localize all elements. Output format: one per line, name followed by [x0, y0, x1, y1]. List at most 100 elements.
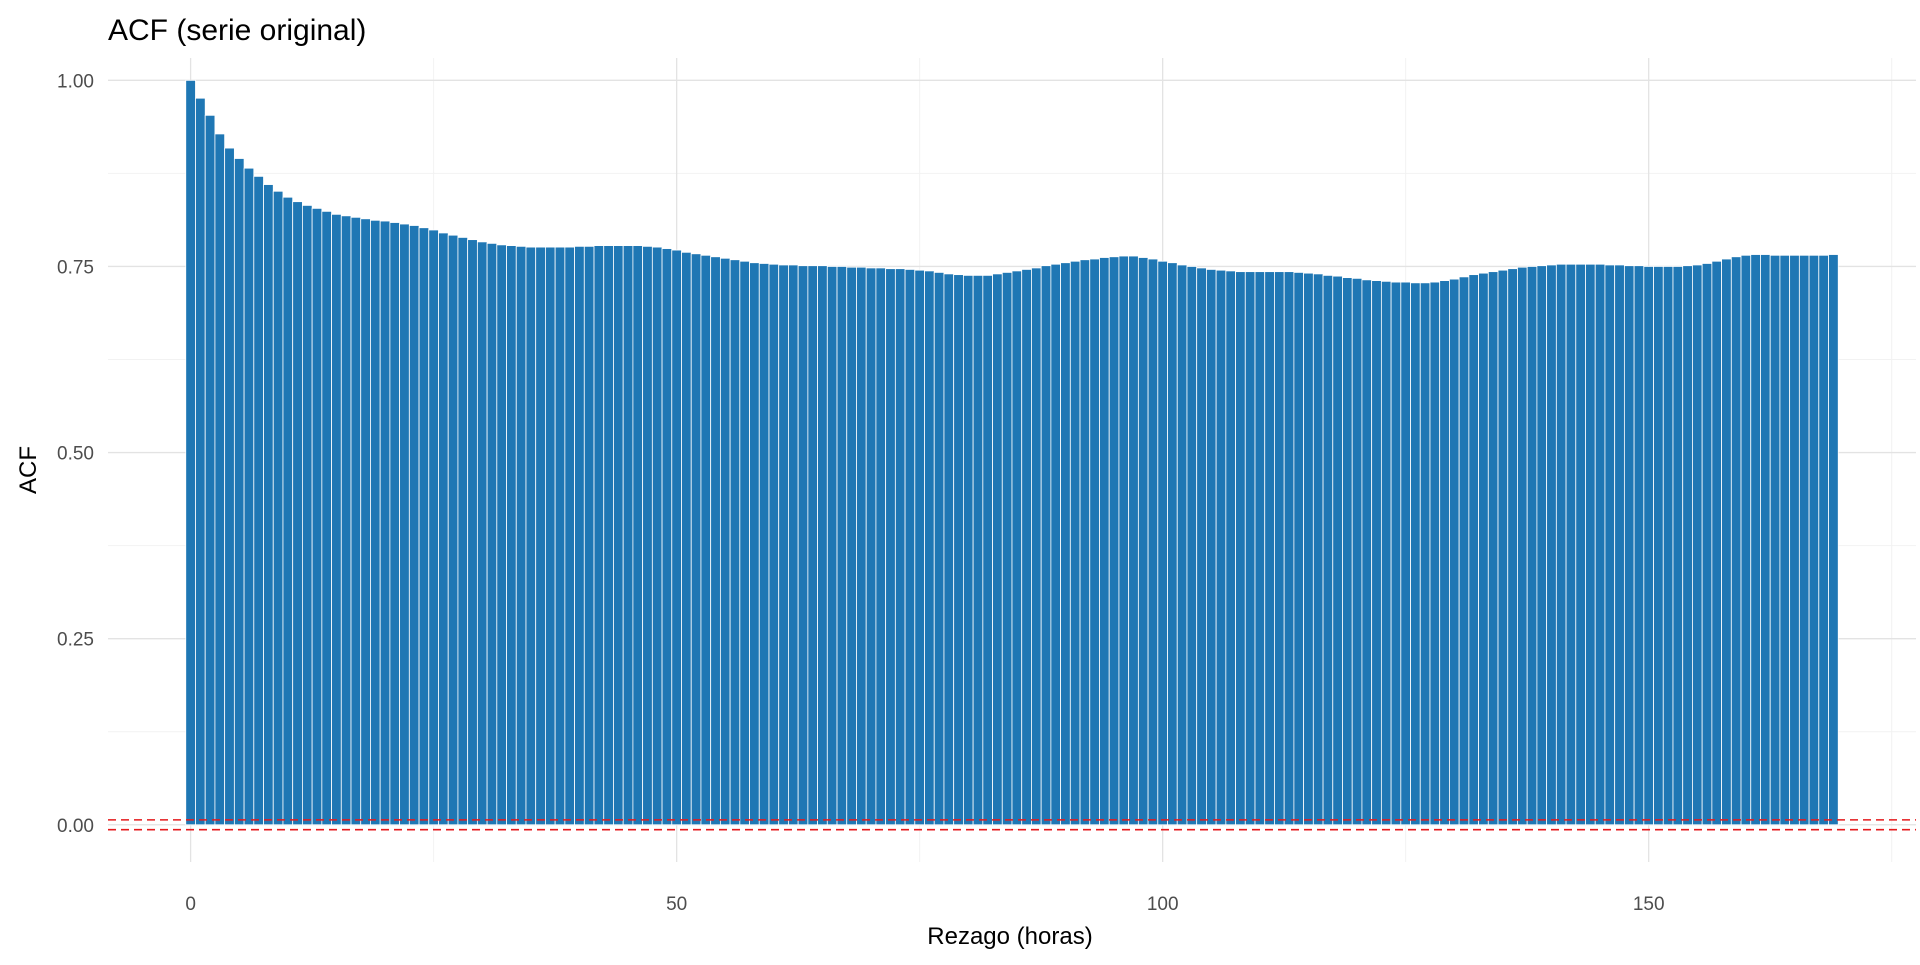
acf-bar [1293, 271, 1305, 826]
acf-bar [1186, 266, 1198, 826]
acf-bar [885, 268, 896, 826]
acf-bar [778, 264, 789, 826]
y-tick-label: 0.00 [57, 816, 94, 837]
acf-bar [331, 213, 342, 826]
x-axis-ticks: 0 50 100 150 [185, 894, 1664, 915]
acf-bar [554, 246, 566, 826]
acf-bar [1147, 258, 1159, 826]
x-axis-title: Rezago (horas) [927, 923, 1092, 950]
acf-bar [1740, 254, 1752, 826]
acf-bar [1623, 265, 1635, 826]
acf-bar [1079, 259, 1091, 826]
acf-bar [1303, 272, 1314, 826]
acf-bar [1274, 271, 1285, 826]
acf-bar [1283, 271, 1295, 826]
acf-bar [467, 239, 478, 826]
y-tick-label: 0.50 [57, 444, 94, 465]
acf-bar [515, 245, 527, 826]
y-tick-label: 0.25 [57, 630, 94, 651]
y-tick-label: 1.00 [57, 71, 94, 92]
acf-bar [1614, 264, 1625, 826]
acf-bar [1672, 266, 1684, 826]
acf-bar [1254, 271, 1266, 826]
acf-bar [1789, 254, 1800, 826]
acf-bar [1118, 255, 1130, 826]
acf-bar [1400, 281, 1411, 826]
acf-bar [389, 222, 401, 826]
acf-bar [661, 248, 673, 826]
acf-bar [1176, 264, 1188, 826]
acf-bar [1779, 254, 1791, 826]
acf-bar [1585, 263, 1596, 826]
acf-bar [253, 175, 264, 826]
acf-bar [1351, 277, 1363, 826]
acf-bar [1818, 254, 1829, 826]
acf-bar [1604, 264, 1616, 826]
acf-bar [1011, 270, 1023, 826]
acf-bar [418, 227, 430, 826]
acf-bar [846, 266, 857, 826]
acf-bar [1312, 273, 1324, 826]
acf-bar [399, 223, 410, 826]
acf-bar [1099, 257, 1110, 826]
acf-bar [1157, 260, 1168, 826]
acf-bar [1244, 271, 1256, 826]
acf-bar [185, 79, 196, 826]
acf-bar [690, 253, 702, 826]
acf-bar [574, 245, 585, 826]
acf-bar [1449, 278, 1460, 826]
acf-bar [749, 262, 760, 826]
confidence-band [108, 819, 1916, 831]
acf-bar [1410, 282, 1421, 826]
acf-bar [914, 269, 925, 826]
y-tick-label: 0.75 [57, 257, 94, 278]
acf-bar [603, 245, 614, 826]
acf-bar [408, 225, 420, 826]
x-tick-label: 0 [185, 894, 196, 915]
acf-bar [438, 232, 449, 826]
acf-bar [224, 147, 235, 826]
acf-bar [340, 215, 352, 826]
acf-bar [651, 246, 663, 826]
acf-bar [1021, 269, 1032, 826]
acf-bar [1721, 258, 1732, 826]
acf-bar [1108, 256, 1120, 826]
acf-bar [302, 204, 313, 826]
acf-bar [758, 263, 770, 826]
acf-bar [817, 265, 828, 826]
acf-bar [457, 237, 469, 826]
acf-bar [1750, 254, 1761, 826]
acf-bar [292, 201, 303, 826]
acf-bar [1633, 265, 1645, 826]
acf-bar [593, 245, 605, 826]
acf-bar [1361, 279, 1373, 826]
acf-bar [894, 268, 906, 826]
acf-bar [311, 207, 323, 826]
acf-bar [632, 245, 644, 826]
acf-bar [1264, 271, 1275, 826]
acf-bar [1468, 274, 1479, 826]
acf-bar [1711, 260, 1722, 826]
acf-bar [953, 274, 964, 826]
acf-bar [1167, 262, 1178, 826]
acf-bar [1594, 263, 1606, 826]
acf-bar [671, 249, 682, 826]
acf-bar [962, 274, 974, 826]
acf-bar [583, 245, 595, 826]
acf-bar [1555, 263, 1567, 826]
acf-bar [1769, 254, 1781, 826]
acf-bar [1808, 254, 1820, 826]
acf-bar [1517, 266, 1528, 826]
acf-bar [1060, 262, 1071, 826]
acf-bar [982, 274, 993, 826]
acf-bar [1235, 271, 1246, 826]
acf-bar [788, 264, 799, 826]
acf-bar [613, 245, 624, 826]
acf-bar [1001, 271, 1013, 826]
acf-bar [379, 220, 391, 826]
acf-bar [1653, 266, 1664, 826]
acf-bar [1322, 274, 1334, 826]
acf-bar [1196, 267, 1207, 826]
acf-bar [933, 271, 945, 826]
